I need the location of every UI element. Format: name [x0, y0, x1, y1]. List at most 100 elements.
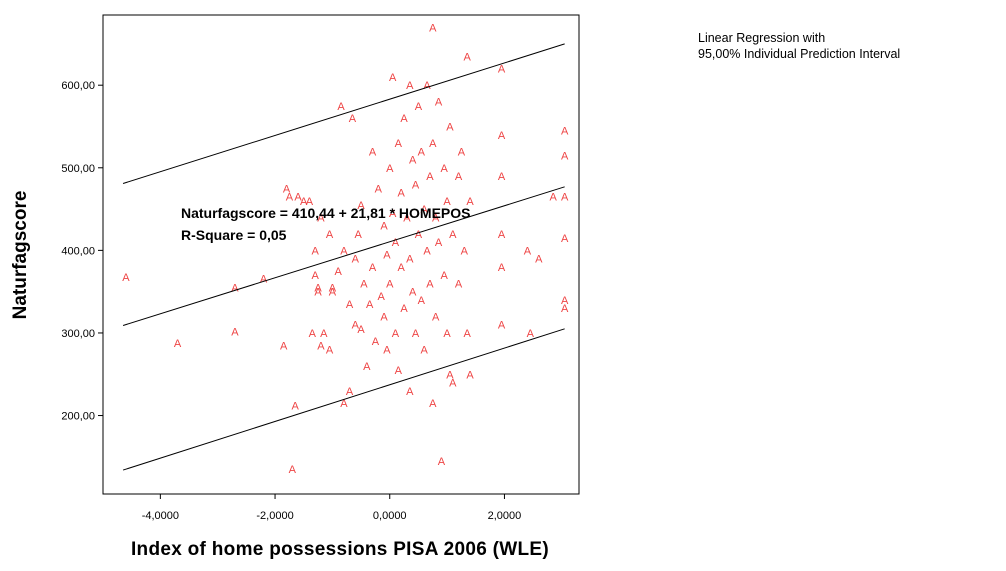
data-point: A	[314, 283, 322, 295]
data-point: A	[329, 283, 337, 295]
data-point: A	[398, 188, 406, 200]
data-point: A	[174, 338, 182, 350]
data-point: A	[561, 150, 569, 162]
data-point: A	[352, 320, 360, 332]
data-point: A	[355, 229, 363, 241]
data-point: A	[498, 171, 506, 183]
data-point: A	[398, 262, 406, 274]
data-point: A	[423, 245, 431, 257]
data-point: A	[449, 378, 457, 390]
data-point: A	[406, 386, 414, 398]
data-point: A	[498, 130, 506, 142]
data-point: A	[461, 245, 469, 257]
prediction-interval-upper	[122, 43, 565, 184]
data-point: A	[561, 233, 569, 245]
data-point: A	[383, 250, 391, 262]
data-point: A	[366, 299, 374, 311]
data-point: A	[286, 192, 294, 204]
prediction-interval-lower	[122, 328, 565, 471]
data-point: A	[463, 51, 471, 63]
regression-annotation: Naturfagscore = 410,44 + 21,81 * HOMEPOS…	[181, 205, 470, 243]
data-point: A	[372, 336, 380, 348]
data-point: A	[466, 369, 474, 381]
data-point: A	[403, 212, 411, 224]
data-point: A	[357, 324, 365, 336]
data-point: A	[383, 344, 391, 356]
x-tick-label: -2,0000	[256, 510, 293, 522]
data-point: A	[386, 163, 394, 175]
data-point: A	[363, 361, 371, 373]
data-point: A	[317, 340, 325, 352]
data-point: A	[432, 311, 440, 323]
data-point: A	[312, 270, 320, 282]
data-point: A	[389, 208, 397, 220]
data-point: A	[550, 192, 558, 204]
y-axis-title: Naturfagscore	[10, 191, 31, 320]
data-point: A	[291, 401, 299, 413]
data-point: A	[122, 272, 130, 284]
data-point: A	[260, 273, 268, 285]
data-point: A	[334, 266, 342, 278]
data-point: A	[420, 204, 428, 216]
legend-line-1: Linear Regression with	[698, 31, 825, 45]
x-axis-title: Index of home possessions PISA 2006 (WLE…	[131, 539, 549, 560]
x-tick-label: 2,0000	[488, 510, 522, 522]
y-tick-label: 400,00	[61, 245, 95, 257]
data-point: A	[441, 270, 449, 282]
data-point: A	[446, 369, 454, 381]
data-point: A	[463, 328, 471, 340]
data-point: A	[346, 386, 354, 398]
data-point: A	[435, 237, 443, 249]
data-point: A	[561, 192, 569, 204]
data-point: A	[386, 278, 394, 290]
data-point: A	[446, 121, 454, 133]
r-square-label: R-Square = 0,05	[181, 227, 287, 243]
data-point: A	[309, 328, 317, 340]
data-point: A	[312, 245, 320, 257]
data-point: A	[349, 113, 357, 125]
data-point: A	[412, 328, 420, 340]
regression-equation: Naturfagscore = 410,44 + 21,81 * HOMEPOS	[181, 205, 470, 221]
data-point: A	[337, 101, 345, 113]
x-tick-label: 0,0000	[373, 510, 407, 522]
data-point: A	[423, 80, 431, 92]
data-point: A	[326, 229, 334, 241]
data-point: A	[406, 80, 414, 92]
data-point: A	[498, 229, 506, 241]
data-point: A	[409, 155, 417, 167]
regression-fit-line	[122, 186, 565, 326]
data-point: A	[527, 328, 535, 340]
data-point: A	[426, 278, 434, 290]
data-point: A	[400, 113, 408, 125]
data-point: A	[418, 295, 426, 307]
plot-area-frame	[102, 14, 580, 495]
data-point: A	[435, 97, 443, 109]
data-point: A	[380, 221, 388, 233]
data-point: A	[340, 245, 348, 257]
data-point: A	[561, 303, 569, 315]
data-point: A	[231, 326, 239, 338]
data-point: A	[231, 283, 239, 295]
data-point: A	[395, 365, 403, 377]
data-point: A	[280, 340, 288, 352]
data-point: A	[317, 212, 325, 224]
data-point: A	[306, 196, 314, 208]
data-point: A	[455, 171, 463, 183]
data-point: A	[340, 398, 348, 410]
data-point: A	[418, 146, 426, 158]
data-point: A	[283, 183, 291, 195]
data-point: A	[406, 254, 414, 266]
data-point: A	[392, 328, 400, 340]
data-point: A	[389, 72, 397, 84]
data-point: A	[412, 179, 420, 191]
data-point: A	[415, 229, 423, 241]
data-point: A	[320, 328, 328, 340]
data-point: A	[420, 344, 428, 356]
data-point: A	[289, 464, 297, 476]
data-point: A	[498, 320, 506, 332]
data-point: A	[466, 196, 474, 208]
y-tick-label: 600,00	[61, 80, 95, 92]
legend: Linear Regression with 95,00% Individual…	[698, 31, 900, 61]
data-point: A	[429, 398, 437, 410]
data-point: A	[429, 138, 437, 150]
